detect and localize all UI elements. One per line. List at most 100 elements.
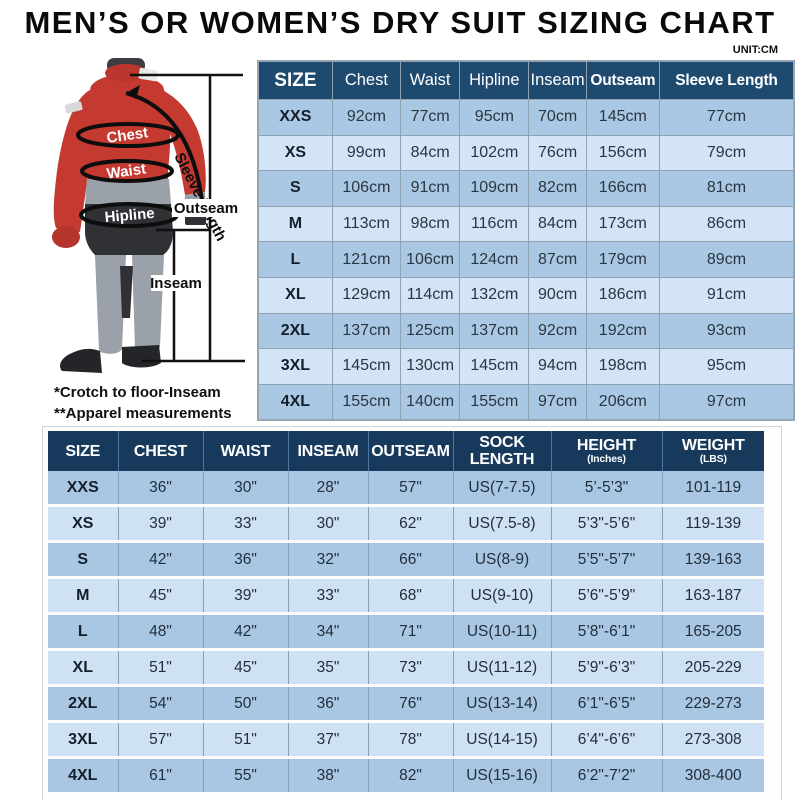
value-cell: 93cm [658,312,795,350]
value-cell: 39" [118,505,204,543]
value-cell: 95cm [459,99,530,136]
size-cell: XXS [257,99,333,136]
value-cell: 132cm [459,276,530,314]
inch-col-outseam: OUTSEAM [368,431,454,471]
inch-col-height: HEIGHT (Inches) [551,431,663,471]
value-cell: 5’-5’3" [551,471,663,507]
value-cell: 5’5"-5’7" [551,541,663,579]
value-cell: 102cm [459,134,530,172]
size-cell: 3XL [48,721,119,759]
value-cell: 76" [368,685,454,723]
suit-left-bootie [60,348,102,373]
value-cell: 45" [203,649,289,687]
value-cell: 137cm [331,312,402,350]
value-cell: US(8-9) [453,541,552,579]
value-cell: 77cm [400,99,461,136]
value-cell: 198cm [585,348,660,385]
value-cell: 42" [118,541,204,579]
value-cell: 51" [118,649,204,687]
value-cell: 116cm [459,205,530,243]
value-cell: 35" [288,649,369,687]
suit-hip-panel [85,204,173,255]
value-cell: 5’3"-5’6" [551,505,663,543]
value-cell: 114cm [400,276,461,314]
cm-table-body: XXS 92cm 77cm 95cm 70cm 145cm 77cm XS 99cm 84cm 10… [257,99,795,421]
cm-col-waist: Waist [400,60,461,100]
suit-right-bootie [122,345,161,368]
size-cell: M [257,205,333,243]
value-cell: 6’4"-6’6" [551,721,663,759]
value-cell: 30" [203,471,289,507]
value-cell: 205-229 [662,649,764,687]
value-cell: US(7.5-8) [453,505,552,543]
value-cell: 92cm [331,99,402,136]
value-cell: 84cm [400,134,461,172]
size-cell: 2XL [257,312,333,350]
value-cell: 77cm [658,99,795,136]
table-row: XL 129cm 114cm 132cm 90cm 186cm 91cm [257,276,795,314]
value-cell: 48" [118,613,204,651]
value-cell: 36" [288,685,369,723]
value-cell: 55" [203,757,289,795]
value-cell: 99cm [331,134,402,172]
value-cell: 45" [118,577,204,615]
suit-left-leg [95,255,126,354]
table-row: M 113cm 98cm 116cm 84cm 173cm 86cm [257,205,795,243]
value-cell: 91cm [400,170,461,207]
table-row: 2XL 137cm 125cm 137cm 92cm 192cm 93cm [257,312,795,350]
table-row: S 106cm 91cm 109cm 82cm 166cm 81cm [257,170,795,207]
value-cell: 186cm [585,276,660,314]
value-cell: 106cm [400,241,461,278]
value-cell: US(13-14) [453,685,552,723]
value-cell: 5’6"-5’9" [551,577,663,615]
value-cell: 54" [118,685,204,723]
size-cell: XL [257,276,333,314]
footnotes: *Crotch to floor-Inseam **Apparel measur… [54,382,232,424]
value-cell: 86cm [658,205,795,243]
value-cell: 79cm [658,134,795,172]
inch-col-height-sub: (Inches) [587,453,626,465]
value-cell: 140cm [400,383,461,421]
cm-col-outseam: Outseam [585,60,660,100]
size-cell: XXS [48,471,119,507]
value-cell: US(15-16) [453,757,552,795]
value-cell: 165-205 [662,613,764,651]
value-cell: 308-400 [662,757,764,795]
table-row: XL 51" 45" 35" 73" US(11-12) 5’9"-6’3" 205-229 [48,649,764,687]
value-cell: 33" [203,505,289,543]
measure-lines [130,73,245,363]
inch-col-waist: WAIST [203,431,289,471]
value-cell: 129cm [331,276,402,314]
value-cell: 5’8"-6’1" [551,613,663,651]
value-cell: 121cm [331,241,402,278]
table-row: XS 39" 33" 30" 62" US(7.5-8) 5’3"-5’6" 119-139 [48,505,764,543]
waist-label: Waist [106,160,147,182]
inch-col-inseam-label: INSEAM [297,442,359,460]
table-row: 3XL 145cm 130cm 145cm 94cm 198cm 95cm [257,348,795,385]
value-cell: 106cm [331,170,402,207]
value-cell: 90cm [528,276,587,314]
value-cell: 71" [368,613,454,651]
value-cell: 37" [288,721,369,759]
value-cell: 38" [288,757,369,795]
value-cell: 155cm [459,383,530,421]
cm-size-table: SIZE Chest Waist Hipline Inseam Outseam … [257,60,795,422]
inch-size-table: SIZE CHEST WAIST INSEAM OUTSEAM SOCK LEN… [48,431,764,795]
size-cell: 2XL [48,685,119,723]
size-cell: 3XL [257,348,333,385]
value-cell: 192cm [585,312,660,350]
value-cell: 50" [203,685,289,723]
inch-col-waist-label: WAIST [220,442,271,460]
inseam-label-bg [151,275,201,291]
table-row: 2XL 54" 50" 36" 76" US(13-14) 6’1"-6’5" 229-273 [48,685,764,723]
inch-col-size: SIZE [48,431,119,471]
value-cell: 82cm [528,170,587,207]
value-cell: 109cm [459,170,530,207]
inch-col-height-label: HEIGHT [576,437,637,454]
value-cell: 145cm [585,99,660,136]
table-row: 4XL 61" 55" 38" 82" US(15-16) 6’2"-7’2" 308-400 [48,757,764,795]
table-row: 3XL 57" 51" 37" 78" US(14-15) 6’4"-6’6" 273-308 [48,721,764,759]
suit-torso [84,74,171,170]
value-cell: 36" [118,471,204,507]
suit-midsection [85,179,171,204]
